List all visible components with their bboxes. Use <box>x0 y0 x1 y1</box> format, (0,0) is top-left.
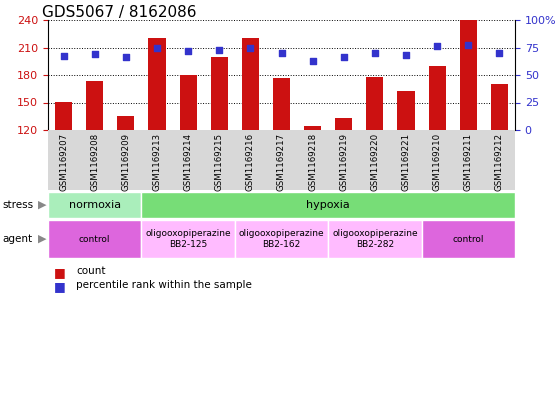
Bar <box>491 84 508 130</box>
Text: GSM1169207: GSM1169207 <box>59 133 68 191</box>
Bar <box>148 39 166 130</box>
Bar <box>235 220 328 258</box>
Text: percentile rank within the sample: percentile rank within the sample <box>76 280 252 290</box>
Bar <box>460 20 477 130</box>
Point <box>433 43 442 50</box>
Text: GSM1169215: GSM1169215 <box>214 133 224 191</box>
Text: GSM1169208: GSM1169208 <box>90 133 99 191</box>
Text: normoxia: normoxia <box>69 200 121 210</box>
Text: GSM1169209: GSM1169209 <box>122 133 130 191</box>
Bar <box>48 192 141 218</box>
Text: agent: agent <box>3 234 33 244</box>
Bar <box>242 39 259 130</box>
Bar <box>304 126 321 130</box>
Text: GSM1169213: GSM1169213 <box>152 133 161 191</box>
Text: GSM1169219: GSM1169219 <box>339 133 348 191</box>
Text: GSM1169212: GSM1169212 <box>495 133 504 191</box>
Bar <box>273 78 290 130</box>
Text: GSM1169210: GSM1169210 <box>433 133 442 191</box>
Text: ■: ■ <box>54 280 66 293</box>
Text: ▶: ▶ <box>38 234 46 244</box>
Bar <box>398 90 414 130</box>
Bar <box>55 101 72 130</box>
Point <box>214 46 223 53</box>
Bar <box>211 57 228 130</box>
Bar <box>180 75 197 130</box>
Bar <box>86 81 103 130</box>
Text: GSM1169220: GSM1169220 <box>370 133 380 191</box>
Point <box>402 52 410 58</box>
Bar <box>328 220 422 258</box>
Bar <box>422 220 515 258</box>
Text: GDS5067 / 8162086: GDS5067 / 8162086 <box>43 5 197 20</box>
Point <box>464 42 473 48</box>
Text: count: count <box>76 266 105 276</box>
Text: GSM1169218: GSM1169218 <box>308 133 317 191</box>
Point <box>122 54 130 61</box>
Text: control: control <box>452 235 484 244</box>
Bar <box>141 220 235 258</box>
Point <box>184 48 193 54</box>
Point <box>246 44 255 51</box>
Text: GSM1169221: GSM1169221 <box>402 133 410 191</box>
Text: ■: ■ <box>54 266 66 279</box>
Point <box>59 53 68 59</box>
Text: oligooxopiperazine
BB2-162: oligooxopiperazine BB2-162 <box>239 229 324 250</box>
Text: stress: stress <box>3 200 34 210</box>
Text: hypoxia: hypoxia <box>306 200 350 210</box>
Point <box>495 50 504 56</box>
Text: control: control <box>79 235 110 244</box>
Point <box>308 57 317 64</box>
Text: GSM1169217: GSM1169217 <box>277 133 286 191</box>
Point <box>152 44 161 51</box>
Bar <box>141 192 515 218</box>
Text: GSM1169214: GSM1169214 <box>184 133 193 191</box>
Text: oligooxopiperazine
BB2-125: oligooxopiperazine BB2-125 <box>145 229 231 250</box>
Text: oligooxopiperazine
BB2-282: oligooxopiperazine BB2-282 <box>332 229 418 250</box>
Bar <box>366 77 384 130</box>
Bar <box>117 116 134 130</box>
Point <box>370 50 379 56</box>
Point <box>277 50 286 56</box>
Text: GSM1169211: GSM1169211 <box>464 133 473 191</box>
Bar <box>48 220 141 258</box>
Point <box>90 51 99 57</box>
Point <box>339 54 348 61</box>
Bar <box>428 66 446 130</box>
Bar <box>335 118 352 130</box>
Text: ▶: ▶ <box>38 200 46 210</box>
Text: GSM1169216: GSM1169216 <box>246 133 255 191</box>
